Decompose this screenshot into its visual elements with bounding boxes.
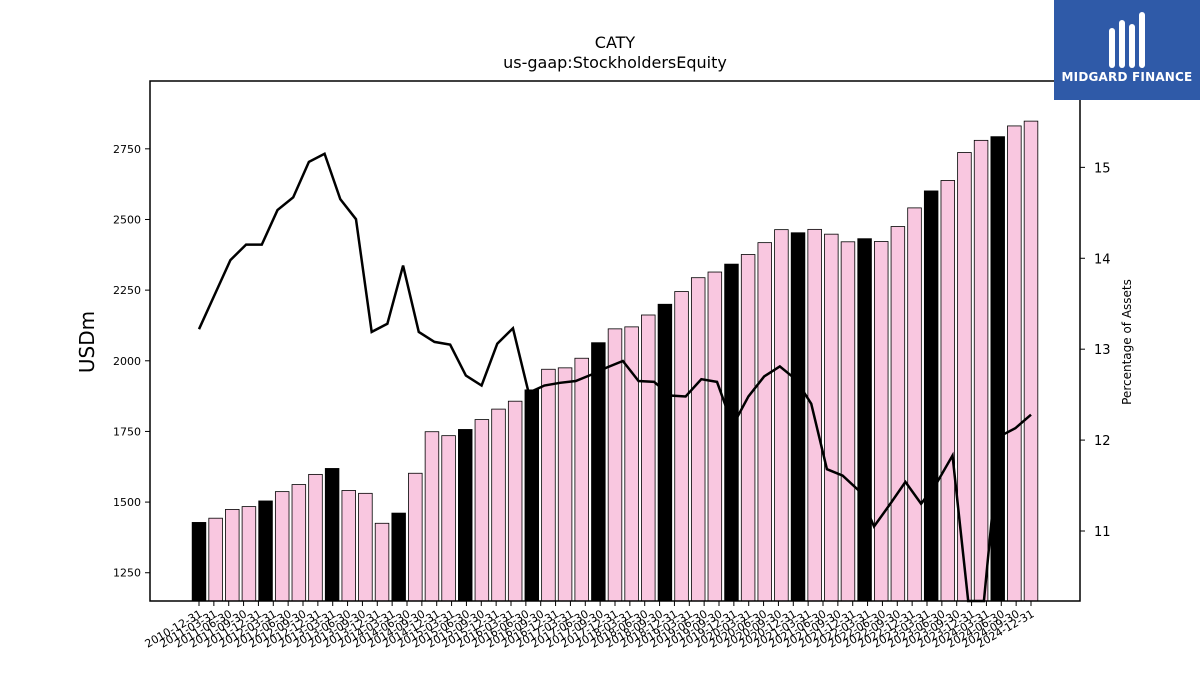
y-tick-label: 1250 [113, 567, 141, 580]
y-axis-label: USDm [75, 311, 99, 373]
bar [491, 408, 506, 602]
bar [541, 368, 556, 602]
bar [757, 242, 772, 602]
bar [707, 271, 723, 602]
bar [990, 136, 1005, 602]
bar [657, 303, 673, 602]
bar [341, 490, 356, 602]
y-tick-label: 2000 [113, 355, 141, 368]
bar [724, 263, 739, 602]
bar [907, 207, 922, 602]
bar [940, 180, 956, 602]
y2-tick-label: 14 [1094, 252, 1111, 267]
bar [408, 472, 423, 602]
bar [258, 500, 273, 602]
bar [557, 367, 573, 602]
bar [374, 522, 390, 602]
bar [458, 429, 473, 602]
bar [424, 431, 440, 602]
bar [840, 241, 856, 602]
bar [641, 314, 656, 602]
bar [957, 152, 972, 602]
bar [740, 254, 756, 602]
bar [274, 491, 290, 602]
bar [507, 400, 523, 602]
y-tick-label: 2250 [113, 284, 141, 297]
bar [225, 509, 240, 602]
brand-logo: MIDGARD FINANCE [1054, 0, 1200, 100]
logo-mark-icon [1109, 12, 1145, 68]
bar [1023, 120, 1039, 602]
bar [324, 468, 340, 602]
axes-group: 1250150017502000225025002750111213141520… [113, 80, 1111, 651]
bar [857, 238, 872, 602]
bar [607, 328, 623, 602]
bar [208, 517, 223, 602]
bar [874, 241, 889, 602]
y2-tick-label: 13 [1094, 343, 1111, 358]
bar [574, 357, 589, 602]
bar [1007, 125, 1022, 602]
bar [923, 190, 939, 602]
bar [890, 226, 906, 602]
bar [790, 232, 806, 602]
series-line [197, 151, 1032, 603]
bar [973, 139, 989, 602]
y2-axis-label: Percentage of Assets [1120, 279, 1134, 405]
bar-group [191, 120, 1039, 602]
bar [774, 229, 789, 602]
y2-tick-label: 11 [1094, 525, 1111, 540]
bar [191, 522, 207, 602]
chart-title: CATY [595, 33, 636, 52]
bar [308, 473, 323, 602]
bar [591, 342, 606, 602]
bar [824, 233, 839, 602]
chart-subtitle: us-gaap:StockholdersEquity [503, 53, 727, 72]
y-tick-label: 1500 [113, 496, 141, 509]
bar [524, 389, 540, 602]
y2-tick-label: 15 [1094, 161, 1111, 176]
bar [291, 484, 307, 602]
bar [358, 492, 373, 602]
bar [441, 435, 456, 602]
bar [674, 291, 689, 602]
bar [690, 277, 706, 602]
bar [474, 419, 490, 602]
y2-tick-label: 12 [1094, 434, 1111, 449]
logo-text: MIDGARD FINANCE [1061, 70, 1193, 84]
bar [391, 512, 406, 602]
bar [241, 506, 257, 602]
line-group [197, 151, 1032, 603]
y-tick-label: 1750 [113, 425, 141, 438]
y-tick-label: 2750 [113, 143, 141, 156]
y-tick-label: 2500 [113, 213, 141, 226]
